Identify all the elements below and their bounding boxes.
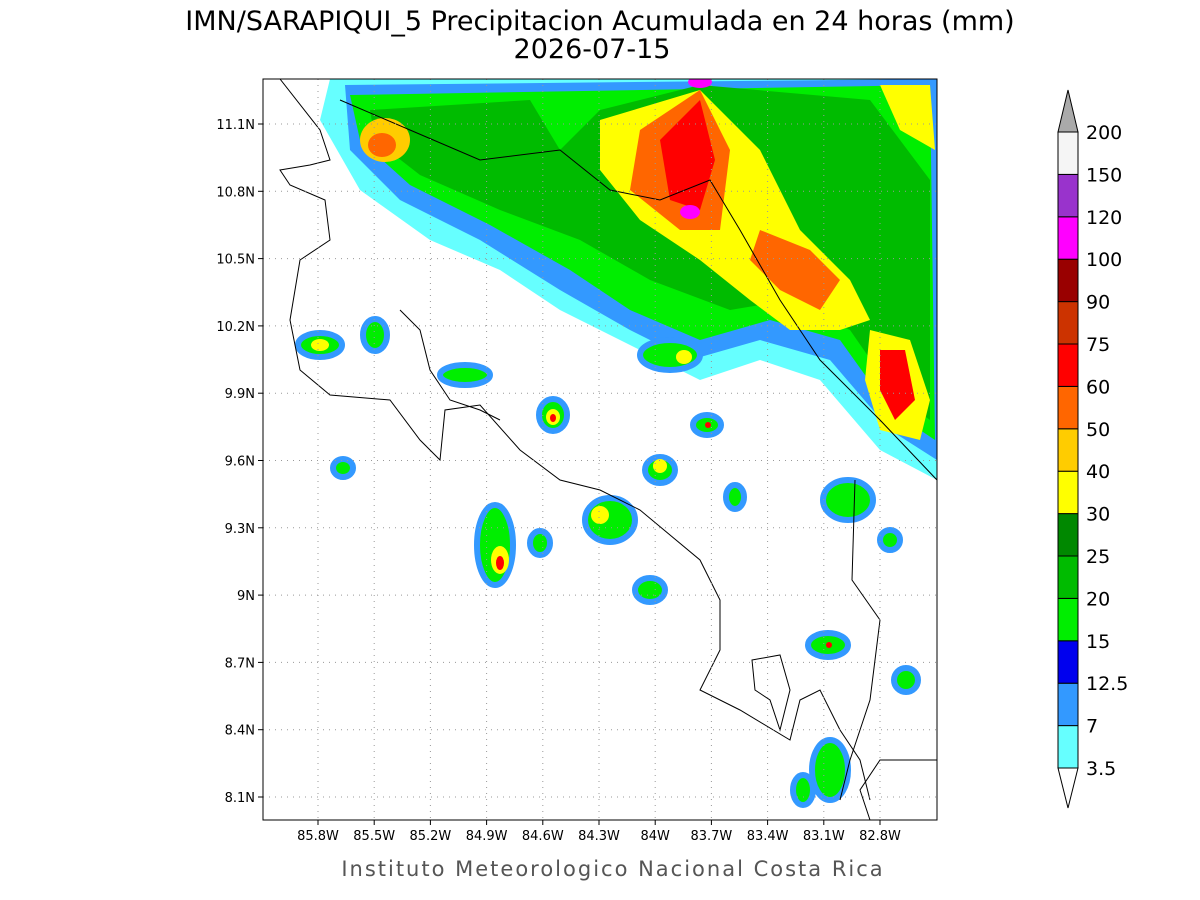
y-tick-label: 9.3N — [225, 522, 255, 537]
colorbar-label: 60 — [1086, 376, 1110, 398]
colorbar-box — [1057, 301, 1079, 345]
x-tick-label: 85.8W — [297, 829, 339, 844]
x-tick-label: 84.9W — [466, 829, 508, 844]
x-tick-label: 83.4W — [747, 829, 789, 844]
y-tick-label: 9N — [237, 589, 255, 604]
colorbar-over — [1057, 89, 1079, 133]
precip-field — [279, 79, 937, 820]
y-tick-label: 8.1N — [225, 791, 255, 806]
y-tick-label: 9.9N — [225, 387, 255, 402]
y-tick-label: 10.8N — [216, 185, 255, 200]
colorbar-label: 20 — [1086, 588, 1110, 610]
colorbar-box — [1057, 428, 1079, 472]
colorbar-box — [1057, 682, 1079, 727]
colorbar-label: 100 — [1086, 249, 1122, 271]
x-tick-label: 85.5W — [353, 829, 395, 844]
colorbar-box — [1057, 470, 1079, 515]
colorbar-under — [1057, 767, 1079, 809]
colorbar-label: 75 — [1086, 334, 1110, 356]
x-tick-label: 85.2W — [409, 829, 451, 844]
colorbar-label: 7 — [1086, 716, 1098, 738]
colorbar-label: 15 — [1086, 631, 1110, 653]
colorbar-box — [1057, 385, 1079, 430]
colorbar-box — [1057, 725, 1079, 769]
title: IMN/SARAPIQUI_5 Precipitacion Acumulada … — [185, 6, 1014, 37]
colorbar-label: 50 — [1086, 419, 1110, 441]
colorbar-label: 200 — [1086, 122, 1122, 144]
colorbar-box — [1057, 597, 1079, 642]
colorbar-label: 150 — [1086, 164, 1122, 186]
y-tick-label: 11.1N — [216, 118, 255, 133]
y-tick-label: 8.7N — [225, 656, 255, 671]
x-tick-label: 84.3W — [578, 829, 620, 844]
colorbar-box — [1057, 216, 1079, 260]
subtitle: 2026-07-15 — [514, 34, 671, 65]
colorbar-label: 25 — [1086, 546, 1110, 568]
x-tick-label: 83.1W — [803, 829, 845, 844]
colorbar-label: 30 — [1086, 504, 1110, 526]
colorbar-box — [1057, 258, 1079, 303]
colorbar-label: 3.5 — [1086, 758, 1116, 780]
colorbar-box — [1057, 343, 1079, 387]
map-frame — [262, 78, 938, 821]
colorbar-label: 90 — [1086, 292, 1110, 314]
colorbar-label: 40 — [1086, 461, 1110, 483]
x-tick-label: 84W — [640, 829, 670, 844]
colorbar-box — [1057, 640, 1079, 684]
y-tick-label: 10.2N — [216, 320, 255, 335]
colorbar-label: 12.5 — [1086, 673, 1128, 695]
y-tick-label: 8.4N — [225, 724, 255, 739]
colorbar-box — [1057, 555, 1079, 599]
colorbar-box — [1057, 173, 1079, 218]
footer: Instituto Meteorologico Nacional Costa R… — [341, 857, 884, 881]
y-tick-label: 10.5N — [216, 253, 255, 268]
x-tick-label: 84.6W — [522, 829, 564, 844]
colorbar-box — [1057, 131, 1079, 175]
colorbar-label: 120 — [1086, 207, 1122, 229]
x-tick-label: 83.7W — [690, 829, 732, 844]
y-tick-label: 9.6N — [225, 455, 255, 470]
x-tick-label: 82.8W — [859, 829, 901, 844]
colorbar-box — [1057, 513, 1079, 557]
